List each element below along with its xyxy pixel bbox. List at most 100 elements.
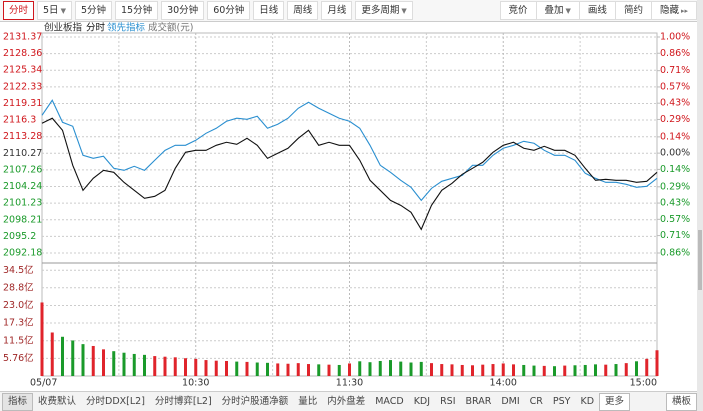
label: 隐藏 xyxy=(659,5,679,16)
tool-button[interactable]: 竞价 xyxy=(499,1,537,20)
indicator-tab[interactable]: 横板 xyxy=(665,392,697,411)
y2-tick-label: 0.57% xyxy=(660,81,690,92)
label: 60分钟 xyxy=(213,5,245,16)
volume-bar xyxy=(604,364,608,376)
scroll-thumb[interactable] xyxy=(698,230,702,290)
indicator-tab[interactable]: 内外盘差 xyxy=(322,394,370,410)
label: PSY xyxy=(552,395,571,407)
period-tab[interactable]: 月线 xyxy=(321,1,353,20)
indicator-tab[interactable]: 更多 xyxy=(599,392,631,411)
scrollbar[interactable] xyxy=(697,0,703,411)
indicator-bar: 指标 收费默认 分时DDX[L2] 分时博弈[L2] 分时沪股通净额 量比 内外盘差 MACD… xyxy=(0,391,697,411)
indicator-tab[interactable]: 分时DDX[L2] xyxy=(81,394,150,410)
indicator-tab[interactable]: 分时博弈[L2] xyxy=(150,394,217,410)
volume-tick-label: 17.3亿 xyxy=(3,316,34,328)
volume-bar xyxy=(112,351,116,376)
volume-bar xyxy=(348,363,351,376)
price-line xyxy=(41,99,658,202)
period-tab[interactable]: 更多周期 ▼ xyxy=(355,1,413,20)
y2-tick-label: 0.86% xyxy=(660,248,690,259)
volume-bar xyxy=(655,350,659,376)
period-tab[interactable]: 5分钟 xyxy=(74,1,112,20)
label: CR xyxy=(529,395,543,407)
y-tick-label: 2116.3 xyxy=(3,115,36,126)
tool-button[interactable]: 简约 xyxy=(614,1,652,20)
label: KDJ xyxy=(413,395,431,407)
volume-bar xyxy=(573,365,577,376)
y2-tick-label: 0.43% xyxy=(660,198,690,209)
y-tick-label: 2125.34 xyxy=(3,65,42,76)
volume-bar xyxy=(214,360,218,376)
label: 横板 xyxy=(671,395,691,407)
y-tick-label: 2098.21 xyxy=(3,214,42,225)
period-tab[interactable]: 分时 xyxy=(3,1,35,20)
x-tick-label: 05/07 xyxy=(30,378,57,389)
indicator-tab[interactable]: 量比 xyxy=(293,394,322,410)
volume-bar xyxy=(71,340,75,376)
tool-button[interactable]: 画线 xyxy=(578,1,616,20)
period-tab[interactable]: 60分钟 xyxy=(207,1,251,20)
volume-bar xyxy=(245,361,249,376)
volume-bar xyxy=(450,364,454,376)
indicator-tab[interactable]: KD xyxy=(575,394,599,410)
period-tab[interactable]: 日线 xyxy=(253,1,285,20)
volume-bar xyxy=(419,361,423,376)
label: 分时 xyxy=(9,5,29,16)
label: 5日 xyxy=(43,5,59,16)
indicator-tab[interactable]: CR xyxy=(525,394,548,410)
volume-bar xyxy=(430,363,433,376)
volume-bar xyxy=(409,362,413,376)
y2-tick-label: 0.43% xyxy=(660,98,690,109)
period-tab[interactable]: 30分钟 xyxy=(161,1,205,20)
indicator-tab[interactable]: BRAR xyxy=(461,394,497,410)
label: 周线 xyxy=(293,5,313,16)
indicator-tab[interactable]: 分时沪股通净额 xyxy=(217,394,294,410)
indicator-tab[interactable]: 指标 xyxy=(2,392,34,411)
label: 30分钟 xyxy=(167,5,199,16)
volume-bar xyxy=(399,361,403,376)
label: 5分钟 xyxy=(80,5,106,16)
indicator-tab[interactable]: PSY xyxy=(548,394,576,410)
y-tick-label: 2122.33 xyxy=(3,81,42,92)
volume-bar xyxy=(624,363,628,376)
volume-bar xyxy=(532,365,536,376)
tool-button[interactable]: 隐藏 ▸▸ xyxy=(650,1,697,20)
label: 15分钟 xyxy=(121,5,153,16)
x-tick-label: 14:00 xyxy=(490,378,517,389)
icon: ▼ xyxy=(401,7,407,15)
y2-tick-label: 0.00% xyxy=(660,148,690,159)
tool-button[interactable]: 叠加 ▼ xyxy=(535,1,580,20)
x-tick-label: 11:30 xyxy=(336,378,363,389)
period-tab[interactable]: 15分钟 xyxy=(115,1,159,20)
volume-bar xyxy=(255,362,259,376)
period-tab[interactable]: 周线 xyxy=(287,1,319,20)
volume-bar xyxy=(143,354,146,376)
label: 内外盘差 xyxy=(327,395,366,407)
volume-bar xyxy=(317,364,321,376)
indicator-tab[interactable]: KDJ xyxy=(409,394,435,410)
volume-tick-label: 28.8亿 xyxy=(3,281,34,293)
indicator-tab[interactable]: DMI xyxy=(496,394,524,410)
label: 分时沪股通净额 xyxy=(221,395,289,407)
label: 更多周期 xyxy=(361,5,400,16)
y-tick-label: 2110.27 xyxy=(3,148,42,159)
y2-tick-label: 0.29% xyxy=(660,114,690,125)
icon: ▼ xyxy=(60,7,66,15)
volume-bar xyxy=(153,356,157,376)
y-tick-label: 2095.2 xyxy=(3,231,36,242)
volume-bar xyxy=(132,353,136,376)
volume-bar xyxy=(173,357,177,376)
y2-tick-label: 0.71% xyxy=(660,65,690,76)
indicator-tab[interactable]: RSI xyxy=(435,394,460,410)
label: 画线 xyxy=(587,5,607,16)
volume-bar xyxy=(542,365,546,376)
legend-volume: 成交额(元) xyxy=(148,22,193,34)
y2-tick-label: 0.14% xyxy=(660,131,690,142)
y-tick-label: 2101.23 xyxy=(3,198,42,209)
period-tab[interactable]: 5日 ▼ xyxy=(37,1,72,20)
indicator-tab[interactable]: 收费默认 xyxy=(33,394,81,410)
volume-bar xyxy=(81,344,85,376)
indicator-tab[interactable]: MACD xyxy=(370,394,408,410)
volume-bar xyxy=(645,358,649,376)
